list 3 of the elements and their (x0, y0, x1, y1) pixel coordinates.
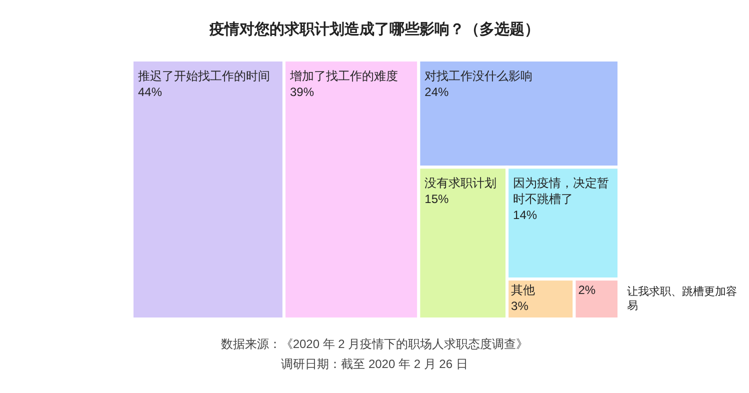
annotation: 数据来源：《2020 年 2 月疫情下的职场人求职态度调查》 (220, 336, 530, 353)
annotation: 调研日期：截至 2020 年 2 月 26 日 (280, 356, 469, 373)
title: 疫情对您的求职计划造成了哪些影响？（多选题） (208, 20, 540, 39)
